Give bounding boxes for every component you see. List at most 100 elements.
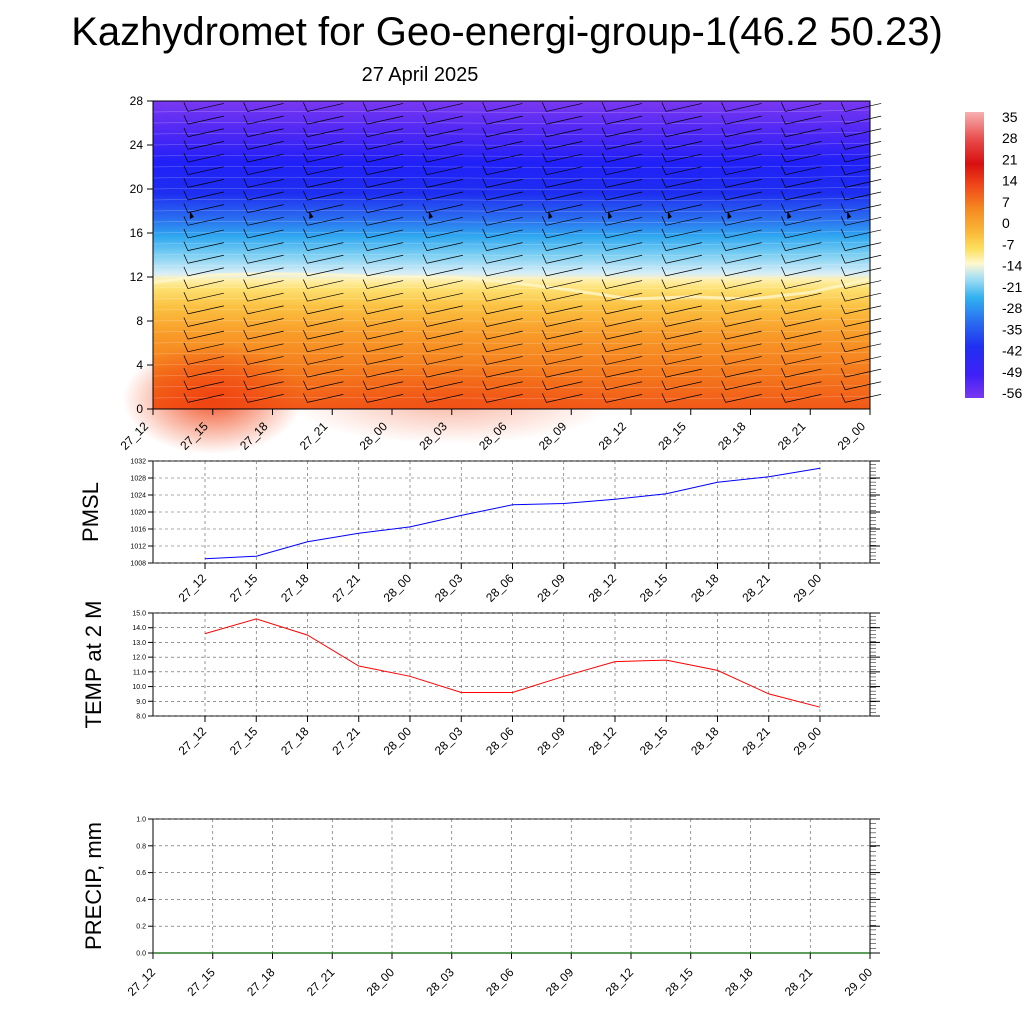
wind-barb-flag (243, 140, 248, 150)
wind-barb-flag (781, 317, 786, 327)
y-tick-label: 10.0 (132, 684, 146, 691)
wind-barb (367, 368, 404, 378)
wind-barb (725, 115, 762, 125)
wind-barb-flag (422, 279, 428, 289)
wind-barb-flag (183, 342, 189, 352)
wind-barb-pennant (667, 211, 672, 219)
wind-barb (247, 229, 284, 239)
wind-barb-flag (601, 203, 607, 213)
wind-barb-flag (661, 140, 667, 150)
wind-barb-pennant (787, 211, 792, 219)
y-tick-label: 9.0 (136, 699, 146, 706)
wind-barb-flag (661, 266, 667, 277)
contour-line (152, 109, 871, 113)
series-line (204, 467, 821, 560)
x-tick-label: 27_18 (244, 965, 278, 999)
wind-barb-flag (781, 330, 786, 340)
wind-barb (665, 242, 702, 251)
wind-barb-flag (362, 178, 368, 188)
wind-barb (725, 292, 762, 302)
wind-barb (725, 368, 762, 378)
wind-barb (785, 191, 822, 201)
pmsl-plot: 1008 1012 1016 1020 1024 1028 1032 27_12 27_15 27… (78, 459, 880, 605)
wind-barb-flag (422, 228, 428, 239)
wind-barb (725, 356, 762, 365)
wind-barb-flag (183, 266, 189, 277)
wind-barb (367, 204, 404, 213)
wind-barb-flag (303, 342, 308, 352)
wind-barb (187, 141, 224, 150)
wind-barb-flag (243, 152, 248, 163)
wind-barb (725, 204, 762, 213)
wind-barb (187, 368, 224, 378)
panel-frame (152, 460, 871, 564)
wind-barb-flag (781, 228, 786, 239)
wind-barb-flag (362, 114, 368, 125)
wind-barb (486, 242, 523, 251)
wind-barb (187, 242, 224, 251)
wind-barb (307, 254, 344, 264)
x-tick-label: 27_21 (304, 965, 338, 999)
x-tick-label: 27_12 (125, 965, 159, 999)
wind-barb (367, 318, 404, 327)
wind-barb (307, 179, 344, 188)
x-tick-label: 27_21 (329, 724, 363, 758)
wind-barb-flag (243, 317, 248, 327)
wind-barb (426, 305, 463, 315)
wind-barb (546, 394, 583, 403)
wind-barb (307, 318, 344, 327)
wind-barb-flag (781, 266, 786, 277)
wind-barb (426, 330, 463, 340)
wind-barb (785, 267, 822, 277)
wind-barb (247, 153, 284, 163)
wind-barb (367, 254, 404, 264)
wind-barb (665, 216, 702, 226)
wind-barb (486, 318, 523, 327)
contour-line (152, 153, 871, 157)
wind-barb-flag (721, 152, 726, 163)
wind-barb (187, 153, 224, 163)
wind-barb-flag (303, 292, 308, 302)
wind-barb-flag (362, 216, 368, 226)
wind-barb-flag (422, 367, 428, 378)
wind-barb-flag (362, 127, 368, 137)
wind-barb (187, 305, 224, 315)
wind-barb-flag (303, 241, 308, 251)
wind-barb-flag (482, 228, 487, 239)
wind-barb-flag (601, 152, 607, 163)
wind-barb-flag (840, 178, 846, 188)
wind-barb (486, 368, 523, 378)
wind-barb-flag (482, 203, 487, 213)
wind-barb (785, 292, 822, 302)
y-tick-label: 1.0 (136, 817, 146, 824)
x-tick-label: 27_21 (329, 571, 363, 605)
x-tick-label: 28_21 (739, 571, 773, 605)
wind-barb (247, 394, 284, 403)
wind-barb-flag (542, 165, 547, 175)
wind-barb-flag (422, 203, 428, 213)
wind-barb (785, 394, 822, 403)
wind-barb (187, 330, 224, 340)
wind-barb (426, 115, 463, 125)
wind-barb (426, 343, 463, 353)
wind-barb-flag (303, 203, 308, 213)
wind-barb-flag (183, 380, 189, 390)
wind-barb-flag (721, 203, 726, 213)
wind-barb-flag (183, 178, 189, 188)
wind-barb-flag (183, 367, 189, 378)
wind-barb (307, 292, 344, 302)
wind-barb-flag (303, 127, 308, 137)
wind-barb-flag (362, 304, 368, 314)
wind-barb (367, 356, 404, 365)
wind-barb (426, 254, 463, 264)
wind-barb (845, 128, 882, 138)
wind-barb (367, 267, 404, 277)
wind-barb (845, 381, 882, 391)
wind-barb (187, 318, 224, 327)
wind-barb (247, 254, 284, 264)
wind-barb-flag (422, 355, 428, 365)
wind-barb-flag (840, 355, 846, 365)
wind-barb (725, 318, 762, 327)
wind-barb-flag (243, 367, 248, 378)
colorbar-label: 21 (1002, 151, 1018, 167)
